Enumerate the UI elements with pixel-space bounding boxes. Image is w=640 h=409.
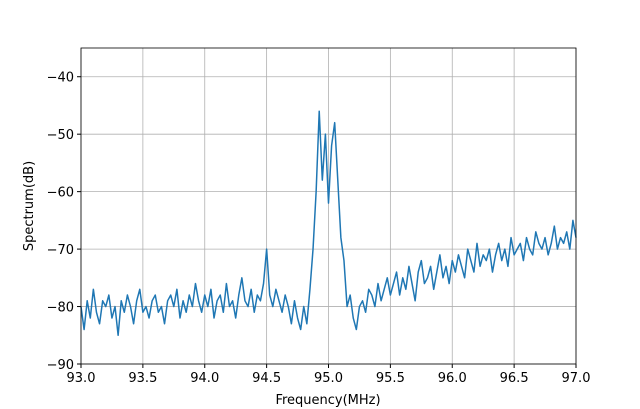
y-axis-label: Spectrum(dB) bbox=[22, 161, 37, 251]
data-line bbox=[80, 110, 577, 337]
x-tick-label: 93.5 bbox=[128, 371, 157, 386]
x-tick-label: 97.0 bbox=[562, 371, 591, 386]
y-tick-label: −70 bbox=[47, 243, 74, 258]
y-tick-label: −40 bbox=[47, 71, 74, 86]
y-tick-label: −60 bbox=[47, 186, 74, 201]
x-tick-label: 96.5 bbox=[500, 371, 529, 386]
y-tick-label: −90 bbox=[47, 358, 74, 373]
y-tick-label: −80 bbox=[47, 301, 74, 316]
x-tick-label: 96.0 bbox=[438, 371, 467, 386]
x-axis-label: Frequency(MHz) bbox=[275, 393, 380, 408]
x-tick-label: 95.5 bbox=[376, 371, 405, 386]
plot-frame bbox=[80, 47, 577, 365]
x-tick-label: 95.0 bbox=[314, 371, 343, 386]
y-tick-label: −50 bbox=[47, 128, 74, 143]
x-tick-label: 94.0 bbox=[190, 371, 219, 386]
x-tick-label: 93.0 bbox=[67, 371, 96, 386]
x-tick-label: 94.5 bbox=[252, 371, 281, 386]
